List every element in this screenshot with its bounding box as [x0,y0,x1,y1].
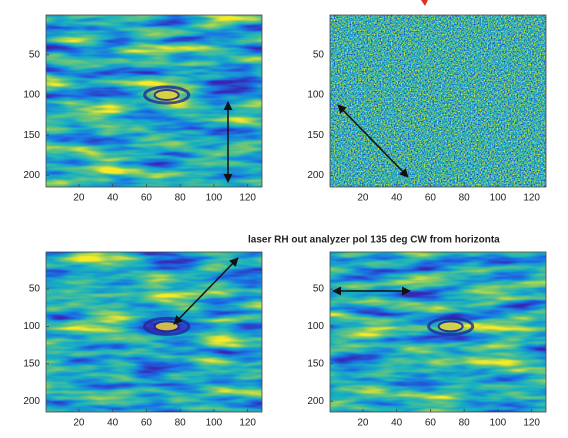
x-tick-label: 80 [175,193,187,204]
ring [427,316,475,336]
y-tick-label: 150 [307,130,324,141]
y-tick-label: 100 [307,90,324,101]
x-tick-label: 40 [391,193,403,204]
x-tick-label: 100 [206,418,223,429]
axes-frame [45,14,263,188]
axes-frame [329,251,547,413]
y-tick-label: 200 [23,396,40,407]
x-tick-label: 20 [357,418,369,429]
panels: 20 40 60 80 100 120 50 100 150 200 20 40 60 80 100 120 5… [23,14,547,429]
x-tick-label: 40 [107,418,119,429]
axes-frame [45,251,263,413]
y-tick-label: 200 [23,170,40,181]
ring [153,320,180,333]
y-tick-label: 200 [307,170,324,181]
x-tick-label: 40 [391,418,403,429]
x-tick-label: 60 [425,418,437,429]
x-tick-label: 80 [459,193,471,204]
x-tick-label: 80 [175,418,187,429]
y-tick-label: 50 [313,284,325,295]
ring [437,320,464,333]
y-tick-label: 200 [307,396,324,407]
x-tick-label: 120 [239,193,256,204]
x-tick-label: 100 [490,193,507,204]
x-tick-label: 120 [523,193,540,204]
x-tick-label: 60 [425,193,437,204]
red-mark [421,0,428,6]
y-tick-label: 50 [313,49,325,60]
x-tick-label: 100 [490,418,507,429]
image [330,15,546,187]
arrow [173,257,239,325]
axes-frame [329,14,547,188]
ring [143,316,191,336]
ring [153,88,180,101]
x-tick-label: 120 [239,418,256,429]
ring [143,85,191,105]
x-tick-label: 20 [73,193,85,204]
x-tick-label: 80 [459,418,471,429]
y-tick-label: 100 [23,90,40,101]
x-tick-label: 40 [107,193,119,204]
x-tick-label: 60 [141,193,153,204]
x-tick-label: 20 [357,193,369,204]
arrow [337,104,409,178]
y-tick-label: 50 [29,284,41,295]
x-tick-label: 100 [206,193,223,204]
x-tick-label: 60 [141,418,153,429]
y-tick-label: 100 [23,321,40,332]
chart-title: laser RH out analyzer pol 135 deg CW fro… [248,235,500,246]
x-tick-label: 120 [523,418,540,429]
y-tick-label: 150 [23,358,40,369]
annotations [173,101,411,325]
y-tick-label: 50 [29,49,41,60]
y-tick-label: 100 [307,321,324,332]
y-tick-label: 150 [23,130,40,141]
x-tick-label: 20 [73,418,85,429]
y-tick-label: 150 [307,358,324,369]
